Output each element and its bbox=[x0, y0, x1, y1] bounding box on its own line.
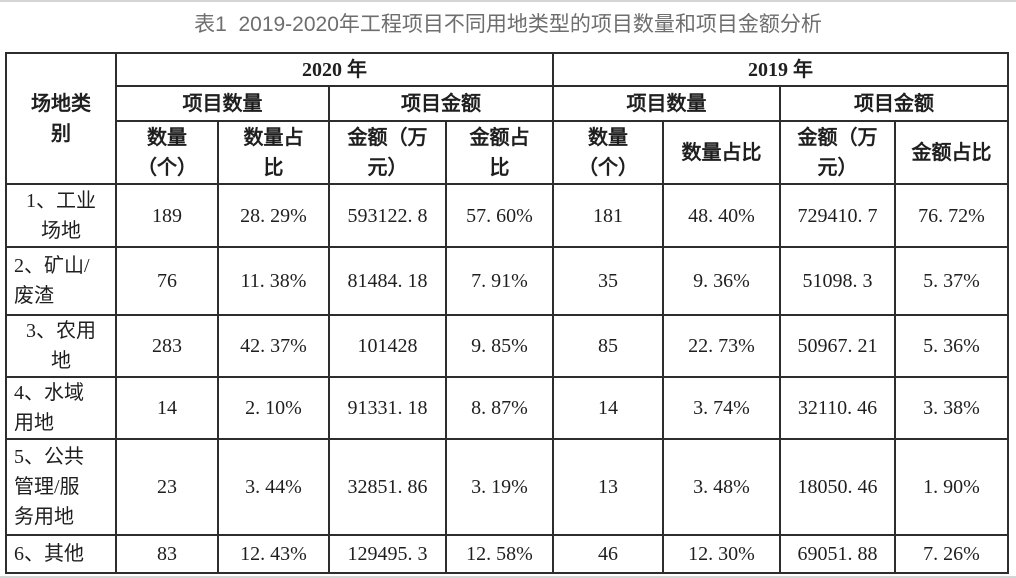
value-cell: 32110. 46 bbox=[779, 376, 896, 440]
value-cell: 189 bbox=[115, 183, 219, 248]
value-cell: 9. 36% bbox=[662, 246, 781, 316]
value-cell: 8. 87% bbox=[445, 376, 554, 440]
value-cell: 35 bbox=[552, 246, 664, 316]
value-cell: 181 bbox=[552, 183, 664, 248]
value-cell: 1. 90% bbox=[894, 438, 1009, 536]
header-2019-amount-ratio: 金额占比 bbox=[894, 120, 1009, 185]
corner-header-site-category: 场地类 别 bbox=[5, 52, 117, 185]
value-cell: 283 bbox=[115, 314, 219, 378]
header-2020-amount-ratio: 金额占 比 bbox=[445, 120, 554, 185]
value-cell: 3. 74% bbox=[662, 376, 781, 440]
value-cell: 69051. 88 bbox=[779, 534, 896, 574]
category-cell: 6、其他 bbox=[5, 534, 117, 574]
table-row-industrial: 1、工业 场地 189 28. 29% 593122. 8 57. 60% 18… bbox=[5, 183, 1009, 248]
value-cell: 14 bbox=[552, 376, 664, 440]
value-cell: 76 bbox=[115, 246, 219, 316]
value-cell: 42. 37% bbox=[217, 314, 330, 378]
land-use-analysis-table: 场地类 别 2020 年 2019 年 项目数量 项目金额 项目数量 项目金额 … bbox=[5, 52, 1009, 574]
value-cell: 28. 29% bbox=[217, 183, 330, 248]
value-cell: 3. 38% bbox=[894, 376, 1009, 440]
table-row-public-service: 5、公共 管理/服 务用地 23 3. 44% 32851. 86 3. 19%… bbox=[5, 438, 1009, 536]
value-cell: 7. 26% bbox=[894, 534, 1009, 574]
header-2019-amount: 金额（万 元） bbox=[779, 120, 896, 185]
header-2020-project-amount: 项目金额 bbox=[328, 85, 554, 122]
header-row-groups: 项目数量 项目金额 项目数量 项目金额 bbox=[6, 85, 1009, 122]
value-cell: 32851. 86 bbox=[328, 438, 447, 536]
value-cell: 83 bbox=[115, 534, 219, 574]
value-cell: 2. 10% bbox=[217, 376, 330, 440]
value-cell: 81484. 18 bbox=[328, 246, 447, 316]
header-2020-count: 数量 （个） bbox=[115, 120, 219, 185]
value-cell: 22. 73% bbox=[662, 314, 781, 378]
value-cell: 3. 19% bbox=[445, 438, 554, 536]
value-cell: 101428 bbox=[328, 314, 447, 378]
header-2019-count-ratio: 数量占比 bbox=[662, 120, 781, 185]
value-cell: 11. 38% bbox=[217, 246, 330, 316]
value-cell: 76. 72% bbox=[894, 183, 1009, 248]
value-cell: 129495. 3 bbox=[328, 534, 447, 574]
category-cell: 1、工业 场地 bbox=[5, 183, 117, 248]
table-row-agricultural: 3、农用 地 283 42. 37% 101428 9. 85% 85 22. … bbox=[5, 314, 1009, 378]
value-cell: 5. 37% bbox=[894, 246, 1009, 316]
value-cell: 51098. 3 bbox=[779, 246, 896, 316]
value-cell: 91331. 18 bbox=[328, 376, 447, 440]
value-cell: 85 bbox=[552, 314, 664, 378]
top-divider bbox=[0, 0, 1016, 2]
header-2019-project-amount: 项目金额 bbox=[779, 85, 1009, 122]
value-cell: 7. 91% bbox=[445, 246, 554, 316]
value-cell: 3. 48% bbox=[662, 438, 781, 536]
table-row-water: 4、水域 用地 14 2. 10% 91331. 18 8. 87% 14 3.… bbox=[5, 376, 1009, 440]
value-cell: 9. 85% bbox=[445, 314, 554, 378]
value-cell: 13 bbox=[552, 438, 664, 536]
table-row-other: 6、其他 83 12. 43% 129495. 3 12. 58% 46 12.… bbox=[5, 534, 1009, 574]
header-2020-project-count: 项目数量 bbox=[115, 85, 330, 122]
header-2019-count: 数量 （个） bbox=[552, 120, 664, 185]
value-cell: 12. 43% bbox=[217, 534, 330, 574]
value-cell: 593122. 8 bbox=[328, 183, 447, 248]
value-cell: 729410. 7 bbox=[779, 183, 896, 248]
header-2020-amount: 金额（万 元） bbox=[328, 120, 447, 185]
header-row-years: 场地类 别 2020 年 2019 年 bbox=[5, 52, 1009, 185]
header-row-subcolumns: 数量 （个） 数量占 比 金额（万 元） 金额占 比 数量 （个） 数量占比 金… bbox=[6, 120, 1009, 185]
table-title: 表1 2019-2020年工程项目不同用地类型的项目数量和项目金额分析 bbox=[194, 13, 822, 36]
year-2019-header: 2019 年 bbox=[552, 52, 1009, 87]
header-2020-count-ratio: 数量占 比 bbox=[217, 120, 330, 185]
category-cell: 5、公共 管理/服 务用地 bbox=[5, 438, 117, 536]
table-row-mine-slag: 2、矿山/ 废渣 76 11. 38% 81484. 18 7. 91% 35 … bbox=[5, 246, 1009, 316]
value-cell: 5. 36% bbox=[894, 314, 1009, 378]
value-cell: 3. 44% bbox=[217, 438, 330, 536]
value-cell: 14 bbox=[115, 376, 219, 440]
value-cell: 50967. 21 bbox=[779, 314, 896, 378]
value-cell: 12. 30% bbox=[662, 534, 781, 574]
category-cell: 4、水域 用地 bbox=[5, 376, 117, 440]
value-cell: 46 bbox=[552, 534, 664, 574]
category-cell: 3、农用 地 bbox=[5, 314, 117, 378]
header-2019-project-count: 项目数量 bbox=[552, 85, 781, 122]
value-cell: 23 bbox=[115, 438, 219, 536]
category-cell: 2、矿山/ 废渣 bbox=[5, 246, 117, 316]
value-cell: 12. 58% bbox=[445, 534, 554, 574]
year-2020-header: 2020 年 bbox=[115, 52, 554, 87]
bottom-divider bbox=[0, 576, 1016, 578]
value-cell: 57. 60% bbox=[445, 183, 554, 248]
value-cell: 18050. 46 bbox=[779, 438, 896, 536]
value-cell: 48. 40% bbox=[662, 183, 781, 248]
